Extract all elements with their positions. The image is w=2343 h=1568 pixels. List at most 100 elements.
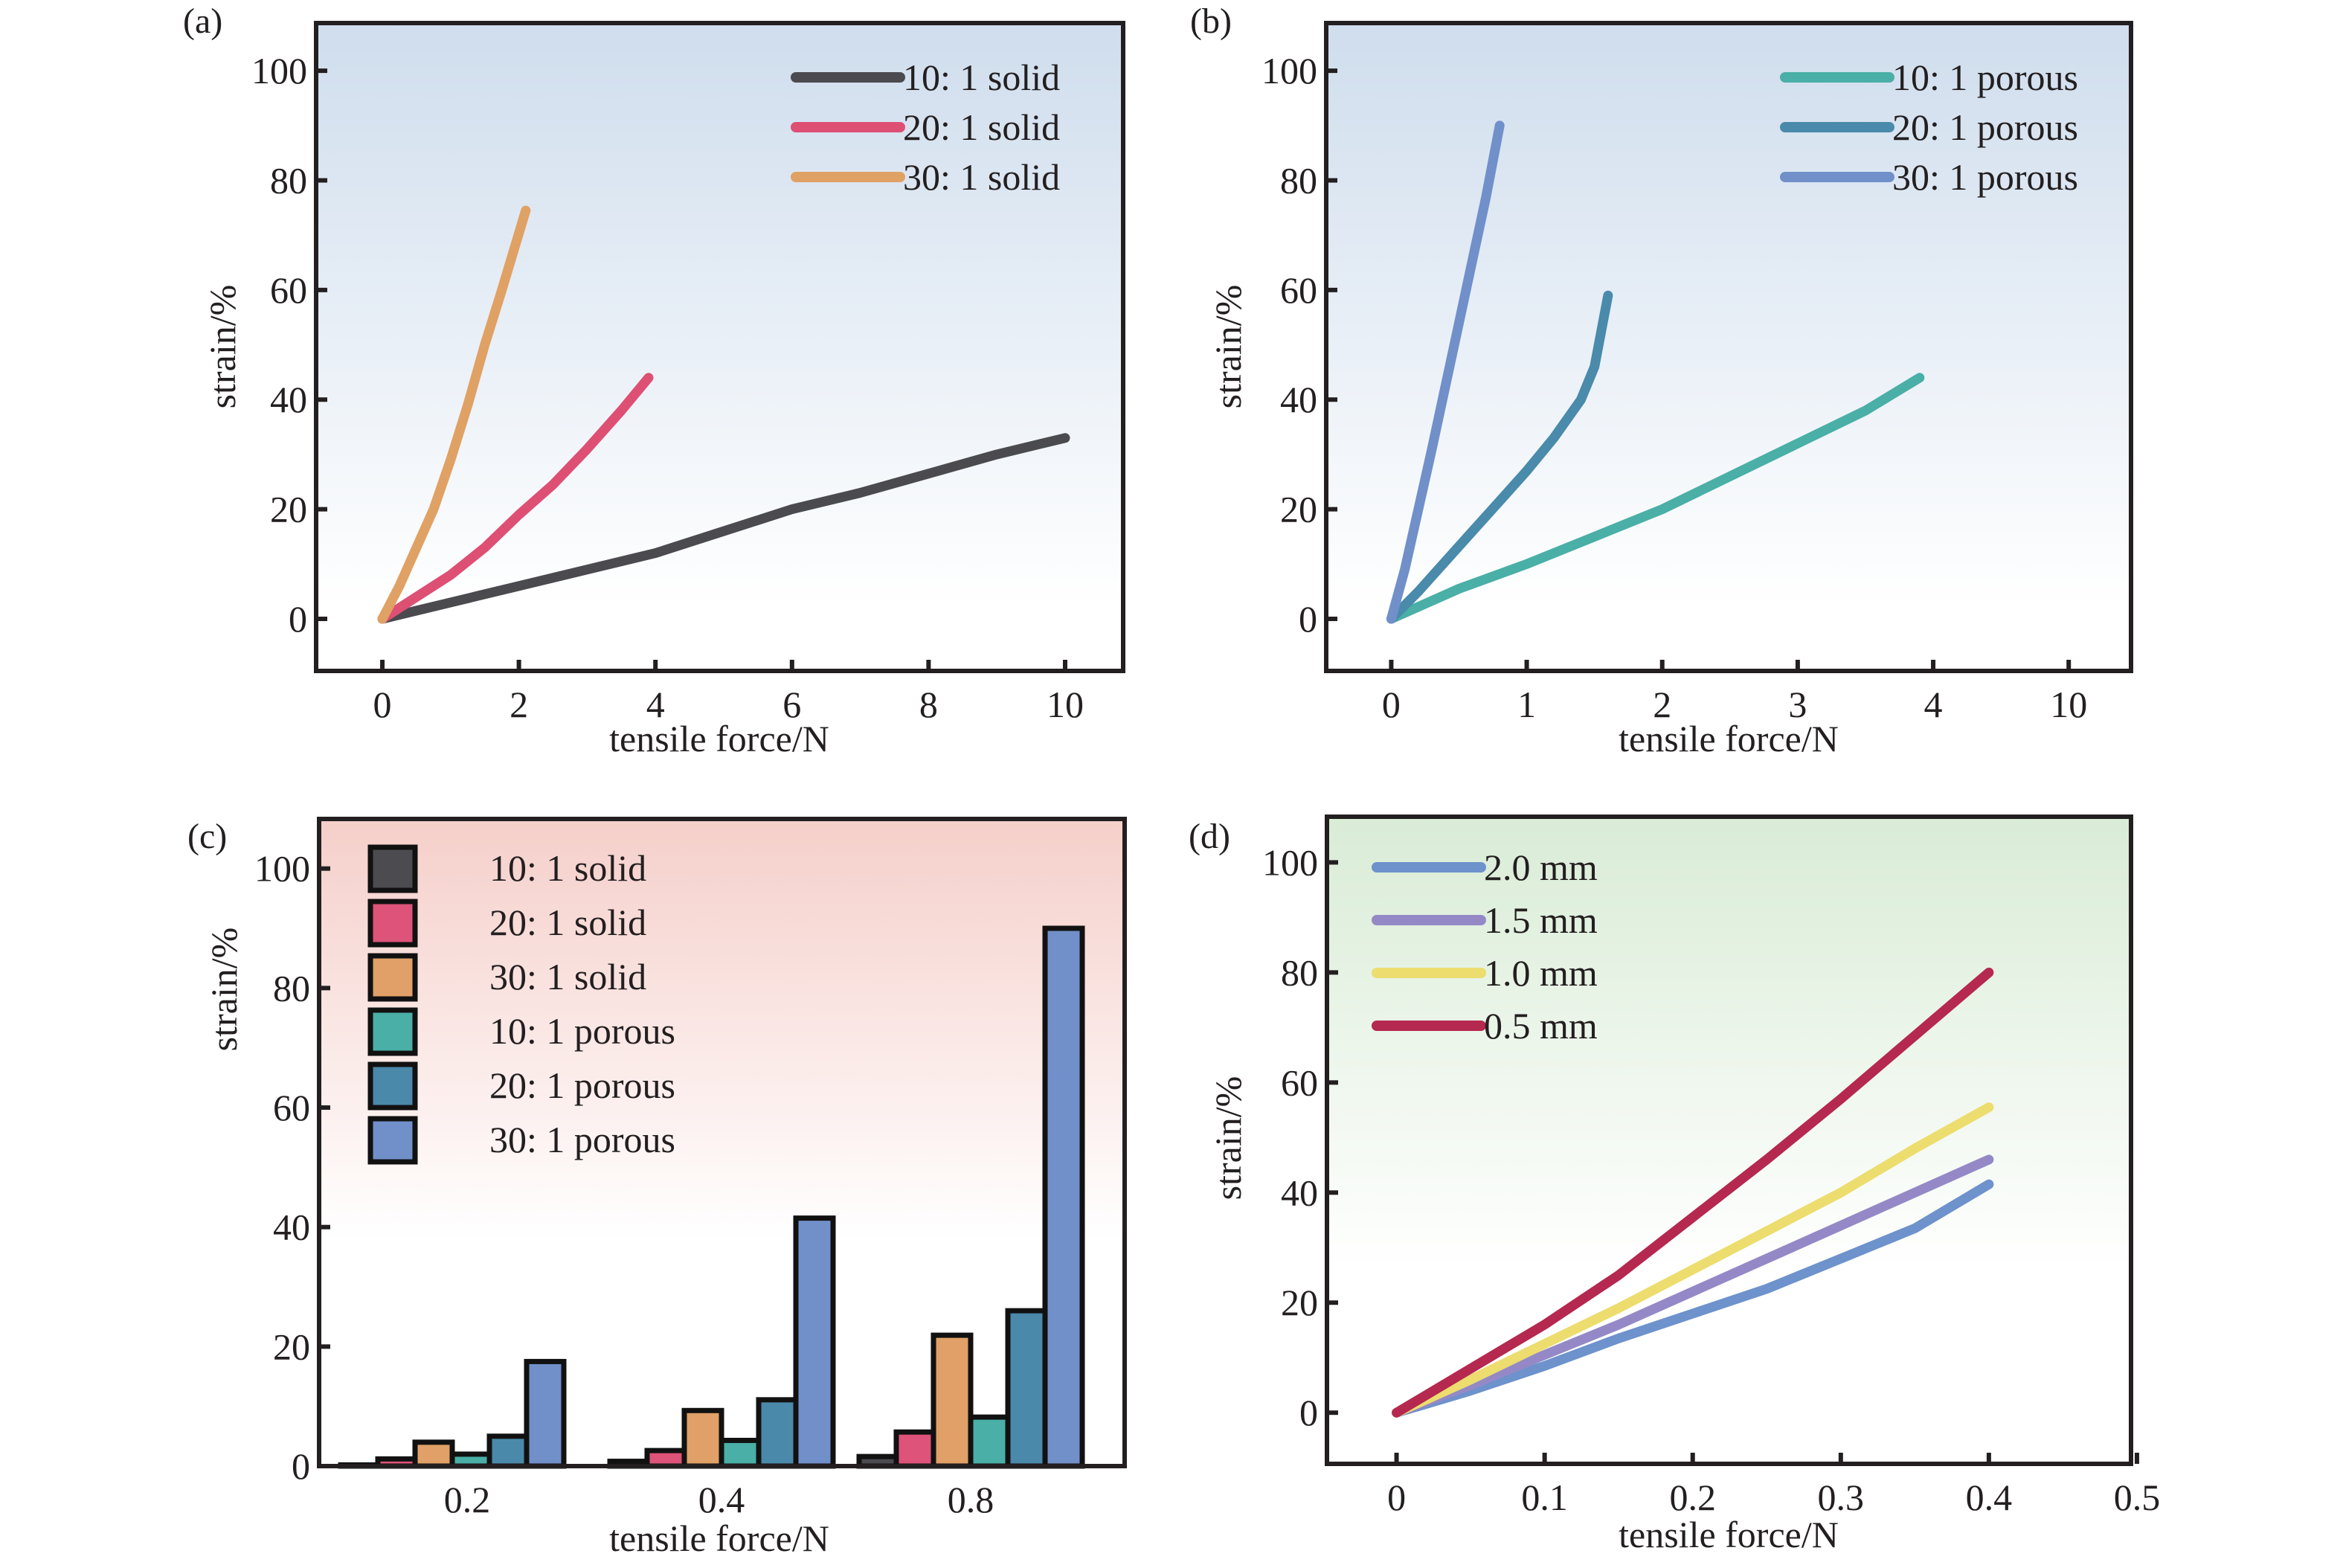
x-tick-label: 2 <box>510 684 528 725</box>
legend-label: 2.0 mm <box>1484 846 1598 888</box>
x-tick-label: 0.2 <box>1669 1477 1716 1518</box>
x-tick-label: 10 <box>2050 684 2087 725</box>
y-tick-label: 100 <box>254 848 310 890</box>
bar <box>756 1397 799 1469</box>
y-tick-label: 60 <box>1280 269 1317 311</box>
axis-ticks: 0 20 40 60 80 100 0 2 4 6 8 10 <box>251 50 1084 725</box>
plot-background <box>1327 817 2131 1464</box>
x-tick-label: 0.4 <box>698 1479 745 1520</box>
y-tick-label: 40 <box>270 379 307 420</box>
x-axis-title: tensile force/N <box>1619 1514 1839 1555</box>
panel-label: (d) <box>1189 817 1230 856</box>
y-tick-label: 20 <box>273 1326 310 1367</box>
legend-label: 20: 1 solid <box>903 106 1060 148</box>
y-tick-label: 100 <box>251 50 307 91</box>
bar <box>793 1215 836 1469</box>
y-tick-label: 20 <box>270 489 307 530</box>
x-axis-title: tensile force/N <box>609 718 829 759</box>
plot-marks <box>377 205 1070 624</box>
bar <box>412 1439 455 1469</box>
x-tick-label: 0.3 <box>1818 1477 1865 1518</box>
bar <box>893 1429 936 1469</box>
legend-label: 30: 1 solid <box>903 156 1060 198</box>
y-tick-label: 60 <box>270 269 307 311</box>
y-tick-label: 100 <box>1262 50 1317 91</box>
y-tick-label: 40 <box>1280 379 1317 420</box>
series-line-0-5-mm <box>1392 967 1994 1418</box>
y-tick-label: 80 <box>273 967 310 1009</box>
panel-label: (a) <box>183 1 222 41</box>
x-tick-label: 2 <box>1653 684 1671 725</box>
y-tick-label: 0 <box>289 598 307 640</box>
plot-background <box>316 23 1123 671</box>
legend-label: 30: 1 solid <box>489 956 646 997</box>
bar <box>681 1407 724 1469</box>
legend-label: 20: 1 solid <box>489 902 646 943</box>
plot-frame <box>1325 814 2133 1466</box>
axis-ticks: 0 20 40 60 80 100 0 0.1 0.2 0.3 0.4 0.5 <box>1262 841 2160 1518</box>
plot-marks <box>338 925 1085 1469</box>
legend-label: 30: 1 porous <box>489 1119 675 1160</box>
bar <box>1005 1308 1048 1469</box>
legend-swatch <box>367 953 418 1002</box>
plot-marks <box>1386 121 1925 624</box>
bar <box>524 1358 567 1469</box>
x-tick-label: 0.5 <box>2114 1477 2161 1518</box>
panel-c: 0 20 40 60 80 100 0.2 0.4 0.8 10: 1 solid 20: 1 s… <box>187 817 1127 1559</box>
series-line-30-1-porous <box>1386 121 1505 624</box>
y-tick-label: 80 <box>1280 159 1317 201</box>
y-tick-label: 40 <box>1281 1172 1318 1213</box>
y-tick-label: 40 <box>273 1206 310 1248</box>
x-tick-label: 0.8 <box>948 1479 994 1520</box>
y-tick-label: 0 <box>292 1445 310 1487</box>
plot-frame <box>1324 21 2133 673</box>
y-axis-title: strain/% <box>203 928 245 1052</box>
y-tick-label: 20 <box>1280 489 1317 530</box>
y-tick-label: 80 <box>1281 951 1318 993</box>
panel-label: (c) <box>187 817 227 856</box>
axis-ticks: 0 20 40 60 80 100 0.2 0.4 0.8 <box>254 848 994 1520</box>
legend-swatch <box>367 1007 418 1056</box>
series-line-30-1-solid <box>377 205 531 624</box>
x-tick-label: 1 <box>1517 684 1536 725</box>
y-tick-label: 0 <box>1299 598 1317 640</box>
legend: 10: 1 solid 20: 1 solid 30: 1 solid <box>791 57 1060 198</box>
x-tick-label: 6 <box>782 684 801 725</box>
plot-frame <box>314 21 1125 673</box>
legend-swatch <box>367 899 418 948</box>
y-tick-label: 100 <box>1262 841 1318 883</box>
x-tick-label: 0.4 <box>1966 1477 2013 1518</box>
legend-label: 20: 1 porous <box>1892 106 2078 148</box>
legend-label: 20: 1 porous <box>489 1064 675 1106</box>
x-tick-label: 0 <box>1382 684 1401 725</box>
x-tick-label: 0.2 <box>444 1479 491 1520</box>
legend-label: 10: 1 porous <box>1892 57 2078 98</box>
x-tick-label: 3 <box>1788 684 1807 725</box>
legend: 10: 1 porous 20: 1 porous 30: 1 porous <box>1780 57 2078 198</box>
bar <box>931 1332 974 1469</box>
y-tick-label: 0 <box>1299 1392 1318 1433</box>
series-line-20-1-solid <box>377 373 654 624</box>
legend-swatch <box>367 1116 418 1165</box>
series-line-10-1-porous <box>1386 373 1925 624</box>
legend: 2.0 mm 1.5 mm 1.0 mm 0.5 mm <box>1372 846 1598 1047</box>
series-line-2-0-mm <box>1392 1179 1994 1418</box>
legend-label: 10: 1 porous <box>489 1010 675 1052</box>
legend-label: 30: 1 porous <box>1892 156 2078 198</box>
legend-label: 1.0 mm <box>1484 952 1598 994</box>
series-line-1-0-mm <box>1392 1102 1994 1418</box>
x-tick-label: 8 <box>919 684 938 725</box>
bar <box>719 1437 762 1469</box>
plot-marks <box>1392 967 1994 1418</box>
legend: 10: 1 solid 20: 1 solid 30: 1 solid 10: 1 p… <box>367 844 675 1165</box>
y-axis-title: strain/% <box>1207 1076 1249 1201</box>
x-tick-label: 4 <box>646 684 665 725</box>
bar <box>1042 925 1085 1469</box>
plot-background <box>1326 23 2131 671</box>
legend-label: 10: 1 solid <box>903 57 1060 98</box>
x-axis-title: tensile force/N <box>609 1517 829 1559</box>
y-tick-label: 60 <box>273 1087 310 1128</box>
y-axis-title: strain/% <box>202 285 243 409</box>
panel-a: 0 20 40 60 80 100 0 2 4 6 8 10 10: 1 solid 20: 1 sol… <box>183 1 1125 759</box>
